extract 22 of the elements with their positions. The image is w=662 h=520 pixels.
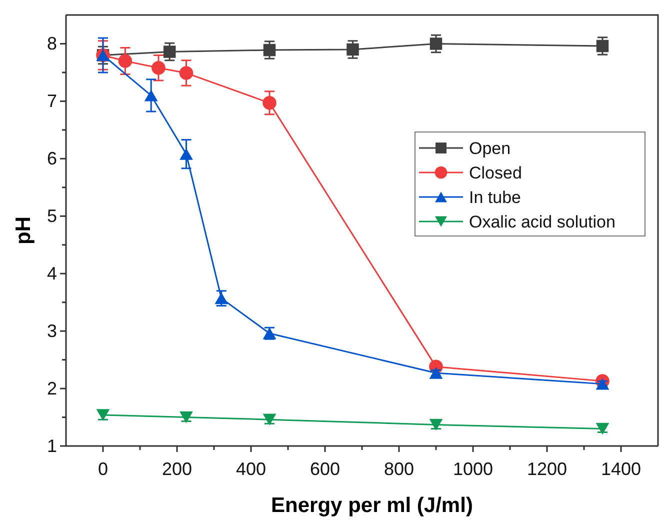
legend-label: In tube — [469, 188, 521, 207]
y-tick-label: 4 — [46, 263, 57, 284]
y-tick-label: 1 — [46, 436, 57, 456]
x-axis-title: Energy per ml (J/ml) — [271, 494, 473, 517]
x-tick-label: 600 — [310, 458, 340, 479]
x-tick-label: 1400 — [600, 458, 642, 479]
x-tick-label: 200 — [162, 458, 192, 479]
legend-label: Oxalic acid solution — [469, 212, 616, 232]
legend-label: Open — [469, 139, 511, 158]
y-tick-label: 5 — [46, 206, 57, 226]
x-tick-label: 800 — [384, 458, 414, 479]
x-tick-label: 400 — [236, 458, 266, 479]
x-tick-label: 0 — [98, 458, 108, 479]
y-axis-title: pH — [12, 216, 35, 244]
x-tick-label: 1200 — [526, 458, 568, 479]
y-tick-label: 6 — [46, 148, 57, 168]
x-tick-label: 1000 — [452, 458, 494, 479]
y-tick-label: 2 — [46, 378, 57, 398]
y-tick-label: 3 — [46, 320, 57, 341]
y-tick-label: 7 — [46, 90, 57, 111]
legend-label: Closed — [469, 164, 522, 182]
y-tick-label: 8 — [46, 33, 57, 54]
